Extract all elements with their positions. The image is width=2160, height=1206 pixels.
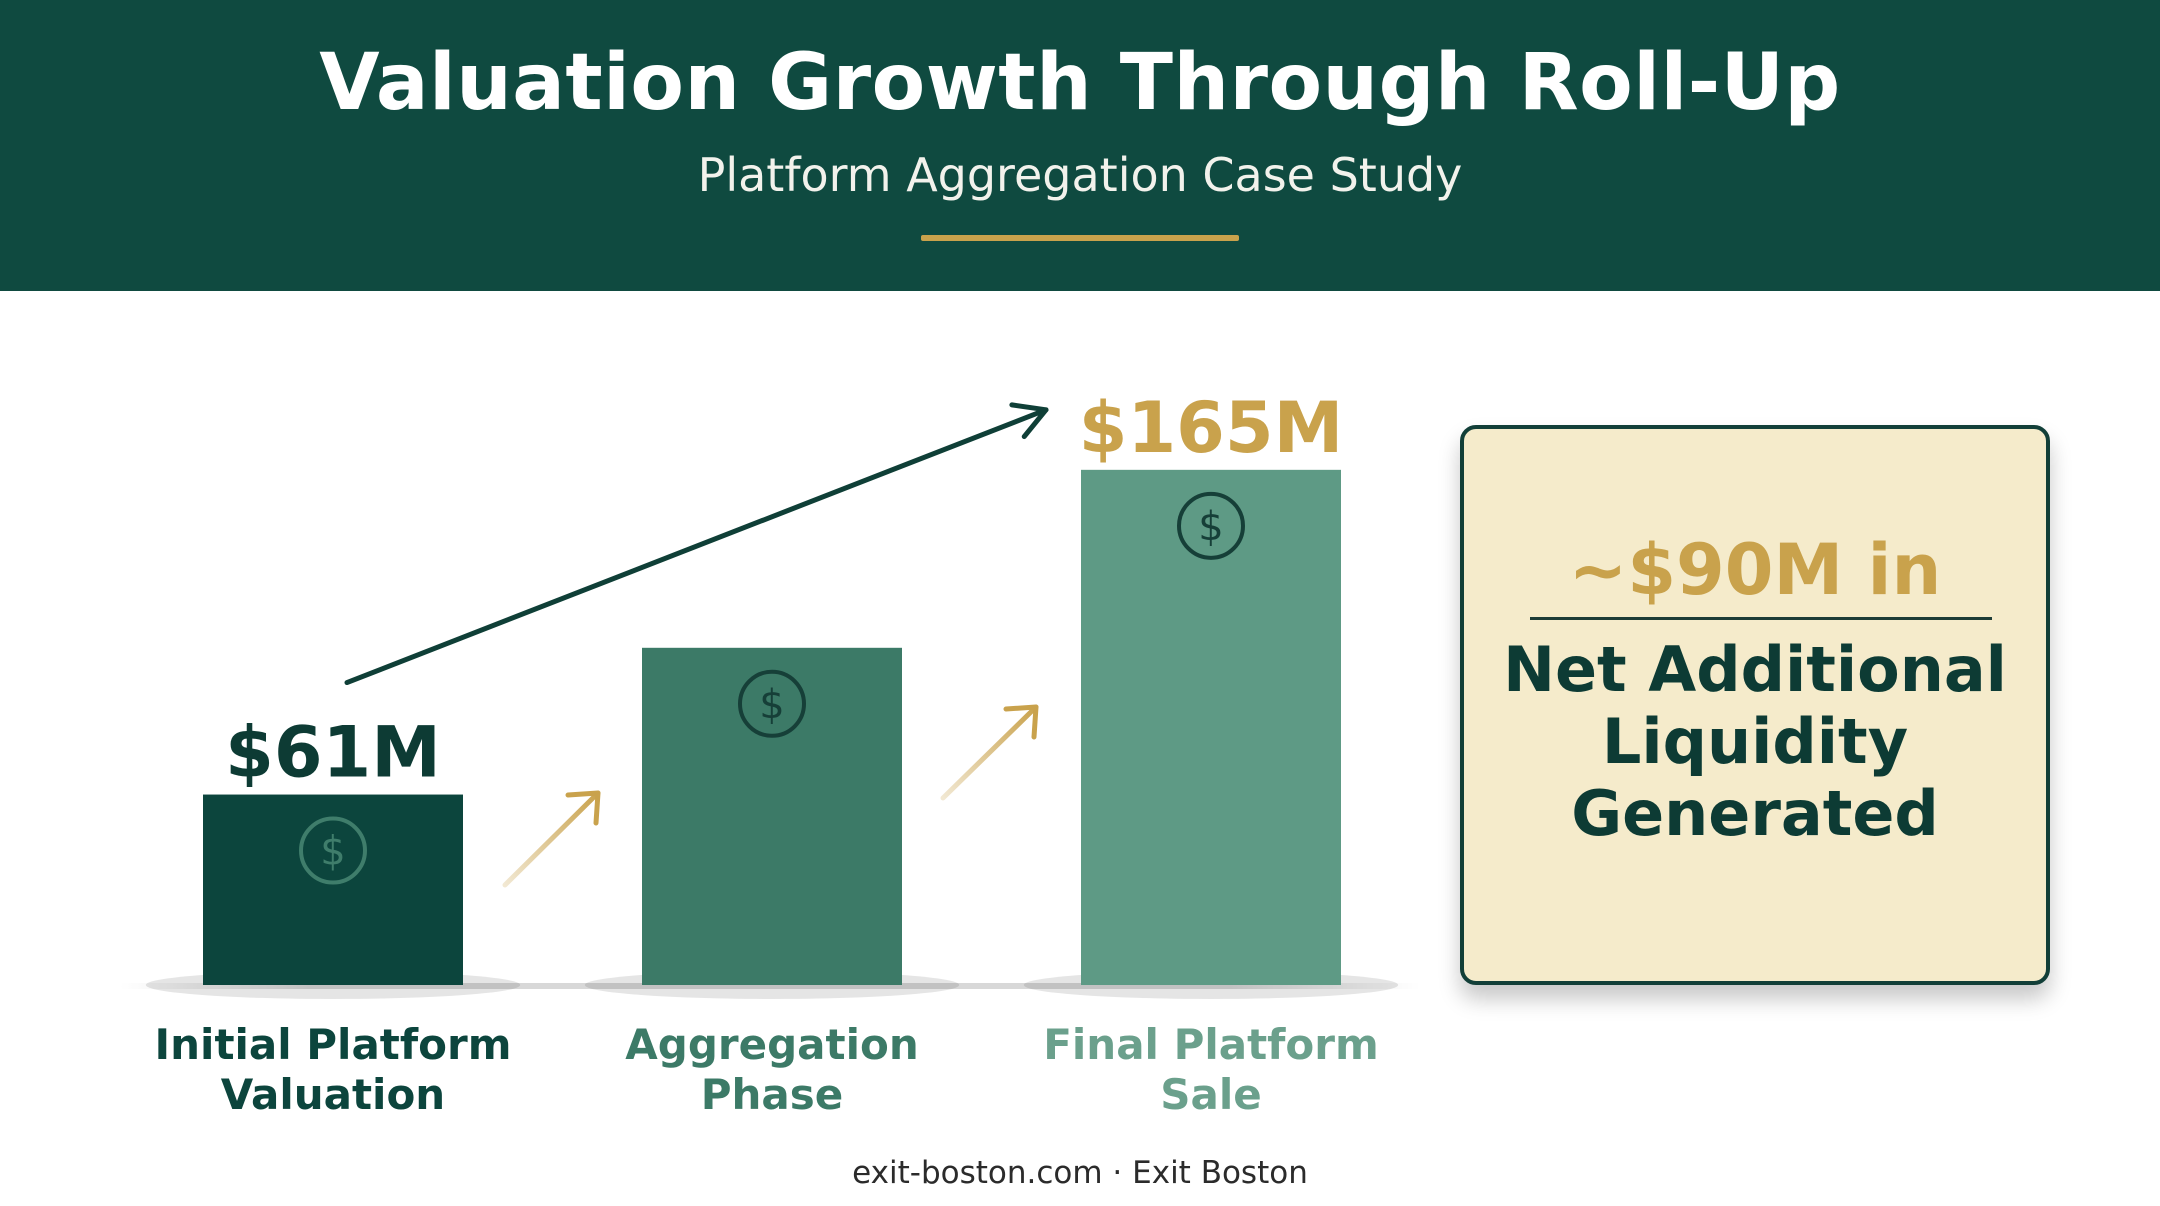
header-divider (921, 235, 1239, 241)
dollar-circle-icon: $ (738, 669, 806, 738)
callout-line-3: Generated (1571, 777, 1939, 850)
bar-value-label: $165M (1079, 387, 1343, 469)
trend-arrow-icon (344, 402, 1049, 686)
chart-baseline (120, 983, 1420, 989)
bar-value-label: $61M (225, 712, 441, 794)
category-tick-label: Valuation (221, 1070, 445, 1119)
page-subtitle: Platform Aggregation Case Study (697, 148, 1463, 202)
callout-line-2: Liquidity (1601, 705, 1909, 778)
svg-text:$: $ (759, 682, 784, 728)
bar (1081, 469, 1341, 985)
dollar-circle-icon: $ (1177, 491, 1245, 560)
callout-divider (1530, 617, 1992, 620)
dollar-circle-icon: $ (299, 816, 367, 885)
callout-line-1: Net Additional (1503, 633, 2007, 706)
category-tick-label: Aggregation (625, 1020, 918, 1069)
header-banner: Valuation Growth Through Roll-Up Platfor… (0, 0, 2160, 291)
growth-arrow-icon (940, 704, 1039, 801)
svg-text:$: $ (1198, 504, 1223, 550)
svg-text:$: $ (320, 829, 345, 875)
category-tick-label: Phase (701, 1070, 844, 1119)
bar (642, 647, 902, 985)
growth-arrow-icon (502, 790, 601, 888)
liquidity-callout-box: ~$90M in Net Additional Liquidity Genera… (1460, 425, 2050, 985)
callout-text: Net Additional Liquidity Generated (1484, 634, 2026, 850)
footer-source: exit-boston.com · Exit Boston (852, 1155, 1308, 1191)
page-title: Valuation Growth Through Roll-Up (319, 38, 1841, 128)
category-tick-label: Initial Platform (155, 1020, 512, 1069)
callout-amount: ~$90M in (1568, 529, 1942, 611)
category-tick-label: Sale (1160, 1070, 1261, 1119)
bar (203, 794, 463, 985)
category-tick-label: Final Platform (1043, 1020, 1379, 1069)
